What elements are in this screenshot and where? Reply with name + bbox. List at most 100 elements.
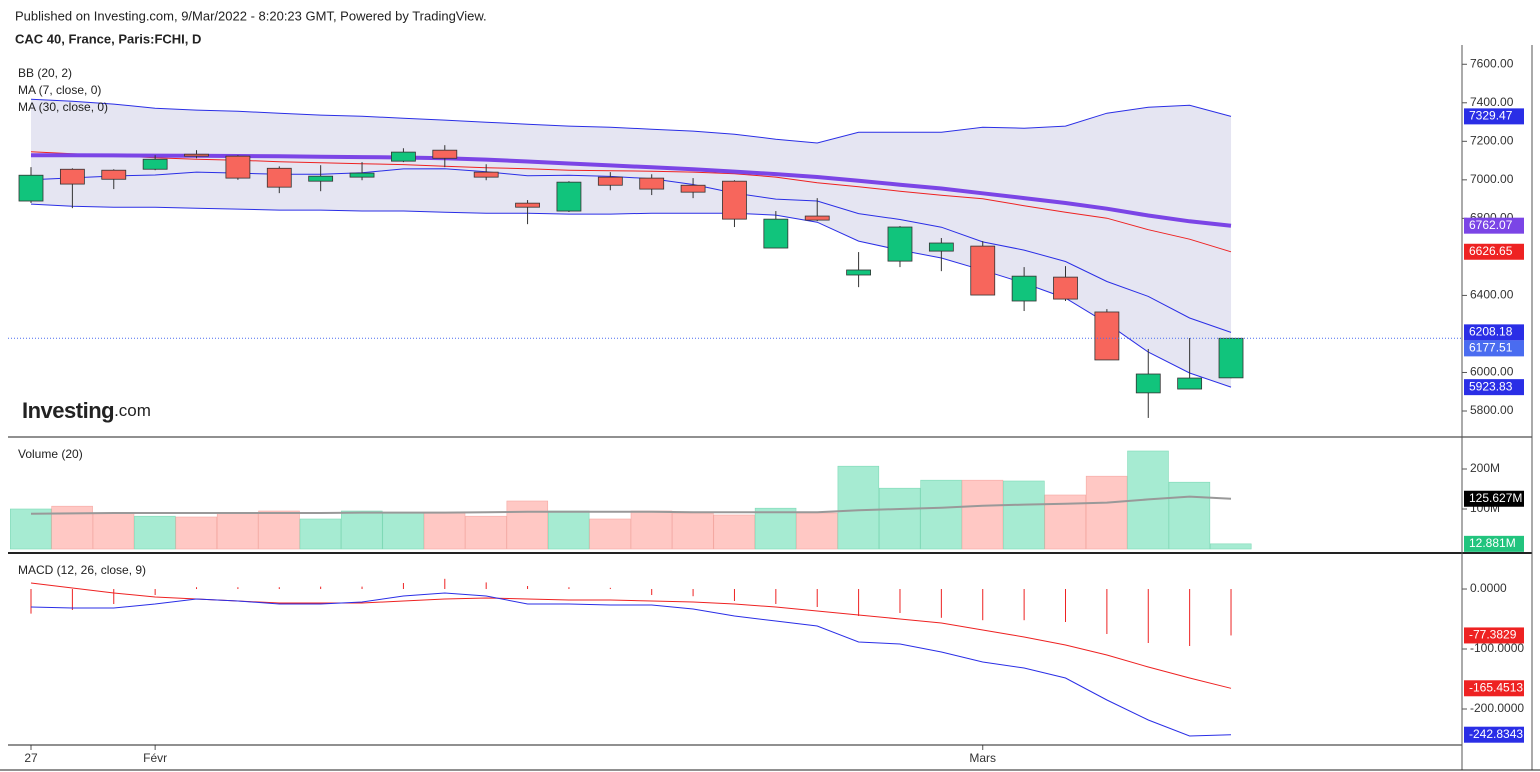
volume-bar [672,512,714,550]
price-badge-label: 7329.47 [1469,109,1513,123]
price-badge [1464,243,1524,260]
volume-bar [92,512,135,550]
volume-bar [1085,475,1128,550]
candle-body [142,158,168,170]
y-tick-label: -200.0000 [1470,701,1524,715]
price-badge-label: 12.881M [1469,536,1516,550]
price-badge-label: 6208.18 [1469,325,1513,339]
logo-suffix: .com [114,401,151,420]
y-tick-label: 200M [1470,461,1500,475]
candle-body [763,218,789,249]
candle-body [266,167,292,188]
pane-title: MACD (12, 26, close, 9) [18,563,146,577]
candle-body [59,168,85,185]
candle-body [1094,311,1120,361]
signal-line [30,582,1232,689]
volume-bar [382,511,424,550]
logo-brand: Investing [22,398,114,423]
price-badge [1464,627,1524,644]
price-badge-label: 6177.51 [1469,341,1513,355]
price-badge-label: 6762.07 [1469,218,1513,232]
price-badge [1464,217,1524,234]
volume-bar [796,512,838,550]
volume-bar [713,514,755,550]
candle-body [887,226,913,262]
published-note: Published on Investing.com, 9/Mar/2022 -… [15,8,487,23]
candle-body [639,177,665,190]
price-badge-label: 6626.65 [1469,244,1513,258]
legend-entry: MA (30, close, 0) [18,100,108,114]
volume-bar [423,511,466,550]
logo: Investing.com [22,398,151,423]
price-badge-label: 125.627M [1469,491,1522,505]
candle-body [391,151,416,162]
price-badge [1464,535,1524,552]
y-tick-label: 7400.00 [1470,95,1514,109]
volume-bar [10,508,52,550]
volume-bar [1168,481,1211,550]
candle-body [473,171,499,178]
price-badge [1464,324,1524,341]
candle-body [1135,373,1161,394]
y-tick-label: 0.0000 [1470,581,1507,595]
volume-bar [216,512,259,550]
price-badge [1464,680,1524,697]
y-tick-label: 7200.00 [1470,133,1514,147]
volume-bar [465,515,507,550]
volume-bar [258,510,300,550]
y-tick-label: 6400.00 [1470,288,1514,302]
y-tick-label: 6000.00 [1470,365,1514,379]
volume-bar [837,465,880,550]
price-badge [1464,340,1524,357]
price-badge-label: -165.4513 [1469,680,1523,694]
bb-upper [30,98,1232,144]
candle-body [804,215,830,221]
volume-bar [920,479,962,550]
candle-body [597,176,623,186]
candle-body [184,153,209,157]
candle-body [1218,337,1244,379]
price-badge-label: 5923.83 [1469,379,1513,393]
volume-bar [547,510,590,550]
panes: BB (20, 2) MA (7, close, 0) MA (30, close,… [8,56,1524,765]
macd-line [30,592,1232,737]
y-tick-label: 5800.00 [1470,403,1514,417]
candle-body [18,174,44,202]
price-badge-label: -242.8343 [1469,727,1523,741]
candle-body [970,245,996,296]
symbol-title: CAC 40, France, Paris:FCHI, D [15,31,201,46]
x-tick-label: Mars [969,751,996,765]
volume-bar [175,516,218,550]
volume-ma [30,495,1232,515]
price-badge [1464,726,1524,743]
pane-title: Volume (20) [18,447,83,461]
x-tick-label: 27 [24,751,38,765]
legend-entry: MA (7, close, 0) [18,83,101,97]
volume-bar [961,479,1004,550]
y-tick-label: 7600.00 [1470,56,1514,70]
candle-body [515,202,540,208]
volume-bar [134,515,176,550]
volume-bar [1210,543,1252,550]
y-tick-label: -100.0000 [1470,641,1524,655]
candle-body [556,181,582,212]
volume-bar [341,510,383,550]
candle-body [432,149,458,159]
band-fill [31,99,1232,388]
volume-bar [589,518,631,550]
price-badge-label: -77.3829 [1469,628,1517,642]
volume-bar [754,507,797,550]
candle-body [1011,275,1037,302]
volume-bar [1003,480,1045,550]
volume-bar [878,487,921,550]
candle-body [101,169,127,180]
candle-body [225,155,251,179]
candle-body [349,172,375,178]
volume-bar [506,500,549,550]
candle-body [1053,276,1078,300]
candle-body [722,180,747,220]
candle-body [308,175,334,182]
candle-body [846,269,871,276]
volume-bar [299,518,342,550]
